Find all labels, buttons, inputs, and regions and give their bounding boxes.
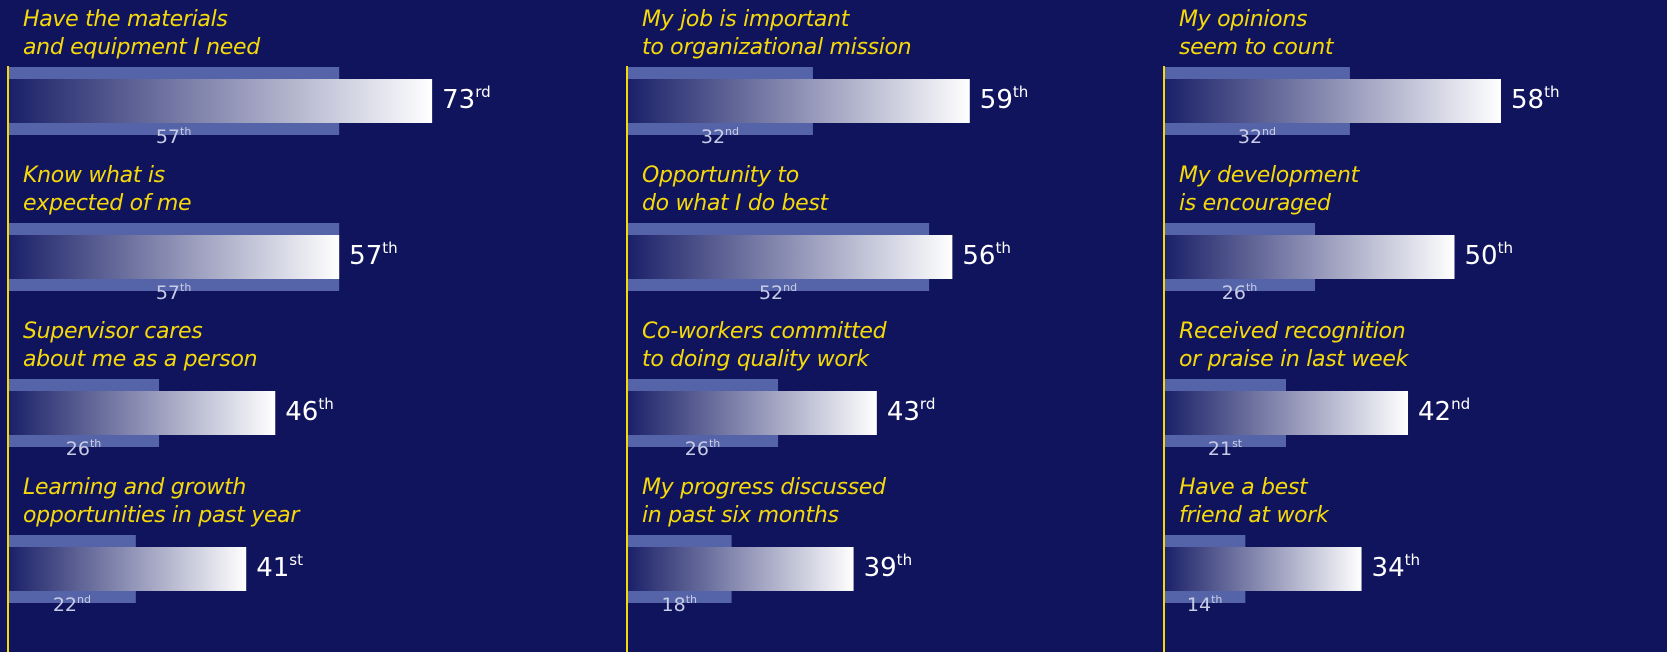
category-label: Know what is expected of me — [23, 163, 192, 216]
previous-label: 18th — [661, 592, 698, 616]
value-label: 58th — [1510, 82, 1560, 115]
category-label: Have the materials and equipment I need — [23, 7, 260, 60]
value-label: 56th — [962, 238, 1011, 271]
current-bar — [627, 547, 854, 591]
value-label: 50th — [1464, 238, 1514, 271]
category-label: My job is important to organizational mi… — [642, 7, 912, 60]
category-label: Opportunity to do what I do best — [642, 163, 828, 216]
previous-label: 21st — [1207, 436, 1243, 460]
value-label: 73rd — [442, 82, 491, 115]
category-label: Received recognition or praise in last w… — [1179, 319, 1409, 372]
category-label: Co-workers committed to doing quality wo… — [642, 319, 887, 372]
value-label: 43rd — [886, 394, 936, 427]
current-bar — [8, 79, 433, 123]
category-label: My progress discussed in past six months — [642, 475, 886, 528]
category-label: Have a best friend at work — [1179, 475, 1329, 528]
category-label: Learning and growth opportunities in pas… — [23, 475, 300, 528]
current-bar — [1164, 547, 1362, 591]
previous-label: 57th — [155, 280, 192, 304]
value-label: 39th — [863, 550, 913, 583]
value-label: 34th — [1371, 550, 1421, 583]
value-label: 57th — [349, 238, 398, 271]
category-label: My development is encouraged — [1179, 163, 1359, 216]
previous-label: 26th — [684, 436, 721, 460]
value-label: 42nd — [1418, 394, 1471, 427]
current-bar — [8, 391, 276, 435]
category-label: My opinions seem to count — [1179, 7, 1334, 60]
previous-label: 14th — [1186, 592, 1223, 616]
category-label: Supervisor cares about me as a person — [23, 319, 258, 372]
previous-label: 57th — [155, 124, 192, 148]
current-bar — [1164, 391, 1409, 435]
previous-label: 26th — [65, 436, 102, 460]
previous-label: 32nd — [1237, 124, 1277, 148]
previous-label: 32nd — [700, 124, 740, 148]
value-label: 41st — [256, 550, 304, 583]
value-label: 59th — [979, 82, 1029, 115]
current-bar — [627, 79, 970, 123]
previous-label: 26th — [1221, 280, 1258, 304]
current-bar — [8, 547, 247, 591]
current-bar — [627, 235, 953, 279]
current-bar — [627, 391, 877, 435]
previous-label: 52nd — [758, 280, 798, 304]
current-bar — [8, 235, 340, 279]
previous-label: 22nd — [52, 592, 91, 616]
value-label: 46th — [285, 394, 334, 427]
current-bar — [1164, 235, 1455, 279]
current-bar — [1164, 79, 1501, 123]
